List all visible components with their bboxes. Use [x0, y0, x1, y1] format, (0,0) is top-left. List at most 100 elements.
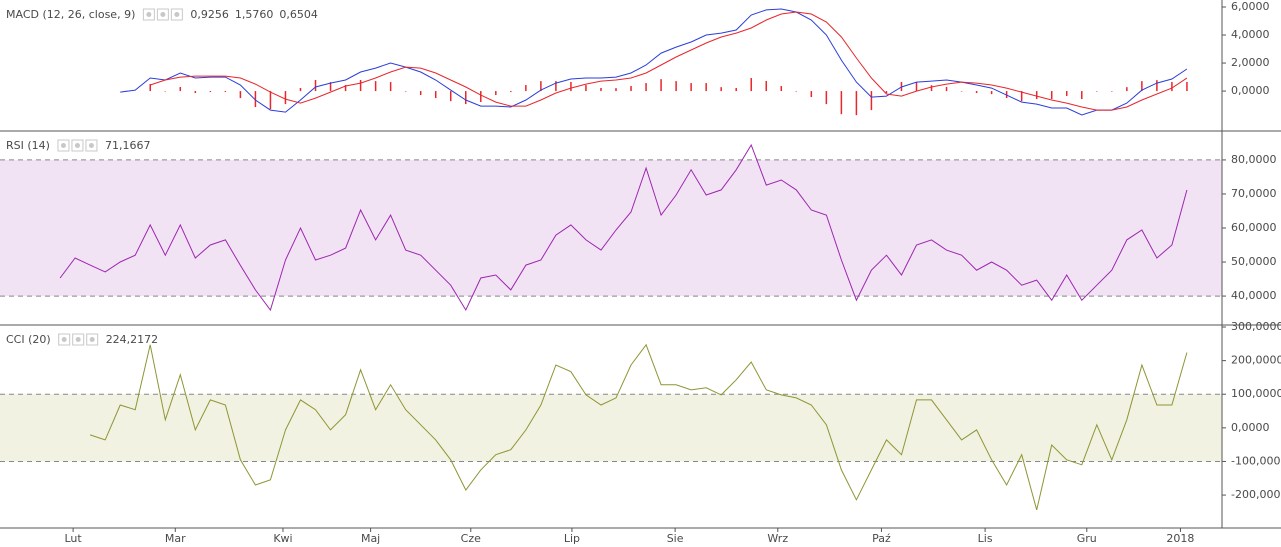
histogram-bar	[1035, 91, 1038, 100]
histogram-bar	[795, 91, 798, 92]
histogram-bar	[930, 85, 933, 92]
panel	[0, 343, 1222, 511]
y-tick-label: 2,0000	[1231, 56, 1270, 69]
histogram-bar	[1126, 87, 1128, 92]
histogram-bar	[1111, 91, 1113, 92]
icon	[71, 139, 84, 152]
histogram-bar	[449, 91, 452, 102]
histogram-bar	[660, 79, 662, 92]
readout: 1,5760	[235, 8, 274, 21]
x-tick-label: Lis	[978, 532, 993, 545]
histogram-bar	[1081, 91, 1083, 100]
icon	[142, 8, 155, 21]
histogram-bar	[600, 87, 602, 92]
x-tick-label: Cze	[461, 532, 481, 545]
histogram-bar	[1186, 81, 1188, 92]
y-tick-label: -200,0000	[1231, 488, 1281, 501]
y-tick-label: 4,0000	[1231, 28, 1270, 41]
histogram-bar	[915, 82, 918, 92]
panel-title: CCI (20)	[6, 333, 51, 346]
readout: 71,1667	[105, 139, 151, 152]
histogram-bar	[525, 85, 527, 92]
x-tick-label: Lip	[564, 532, 580, 545]
icon-dot	[75, 337, 81, 342]
histogram-bar	[1096, 91, 1098, 92]
y-tick-label: 80,0000	[1231, 153, 1277, 166]
histogram-bar	[434, 91, 437, 99]
histogram-bar	[239, 91, 242, 99]
histogram-bar	[149, 84, 151, 92]
histogram-bar	[209, 91, 212, 93]
histogram-bar	[765, 80, 768, 92]
histogram-bar	[735, 87, 737, 92]
y-tick-label: 40,0000	[1231, 289, 1277, 302]
histogram-bar	[570, 81, 572, 92]
y-tick-label: 0,0000	[1231, 421, 1270, 434]
panel-title: MACD (12, 26, close, 9)	[6, 8, 135, 21]
histogram-bar	[329, 82, 332, 92]
histogram-bar	[495, 91, 497, 95]
histogram-bar	[780, 86, 783, 92]
icon-dot	[74, 143, 80, 148]
histogram-bar	[299, 87, 302, 92]
y-tick-label: 200,0000	[1231, 354, 1281, 367]
histogram-bar	[194, 91, 197, 94]
histogram-bar	[585, 85, 587, 92]
histogram-bar	[179, 87, 182, 92]
histogram-bar	[555, 81, 557, 92]
x-tick-label: Kwi	[273, 532, 292, 545]
icon	[86, 333, 99, 346]
x-tick-label: Maj	[361, 532, 380, 545]
histogram-bar	[419, 91, 422, 95]
histogram-bar	[885, 91, 888, 94]
x-tick-label: Paź	[872, 532, 891, 545]
histogram-bar	[359, 80, 362, 92]
y-tick-label: 70,0000	[1231, 187, 1277, 200]
icon	[72, 333, 85, 346]
histogram-bar	[404, 91, 407, 92]
histogram-bar	[314, 80, 317, 92]
histogram-bar	[374, 81, 377, 92]
histogram-bar	[540, 81, 542, 92]
histogram-bar	[630, 86, 632, 92]
x-tick-label: Gru	[1077, 532, 1097, 545]
histogram-bar	[254, 91, 257, 108]
histogram-bar	[870, 91, 873, 111]
histogram-bar	[1050, 91, 1053, 100]
icon-dot	[160, 12, 166, 17]
icon-dot	[61, 337, 67, 342]
band	[0, 394, 1222, 462]
icon-dot	[174, 12, 180, 17]
histogram-bar	[465, 91, 467, 105]
histogram-bar	[1020, 91, 1023, 102]
histogram-bar	[720, 87, 722, 92]
y-tick-label: 50,0000	[1231, 255, 1277, 268]
x-tick-label: Lut	[65, 532, 83, 545]
histogram-bar	[645, 83, 647, 92]
icon-dot	[60, 143, 66, 148]
histogram-bar	[750, 78, 752, 92]
y-tick-label: 0,0000	[1231, 84, 1270, 97]
band	[0, 159, 1222, 297]
histogram-bar	[389, 82, 392, 92]
histogram-bar	[975, 91, 978, 94]
histogram-bar	[705, 83, 707, 92]
histogram-bar	[1171, 81, 1173, 92]
icon	[156, 8, 169, 21]
histogram-bar	[840, 91, 843, 115]
histogram-bar	[1065, 91, 1068, 96]
icon-dot	[146, 12, 152, 17]
histogram-bar	[164, 91, 167, 92]
histogram-bar	[825, 91, 828, 105]
histogram-bar	[510, 91, 512, 93]
x-tick-label: Sie	[667, 532, 684, 545]
icon	[58, 333, 71, 346]
histogram-bar	[224, 91, 227, 93]
histogram-bar	[344, 85, 347, 92]
histogram-bar	[690, 83, 692, 92]
histogram-bar	[284, 91, 287, 105]
x-tick-label: Wrz	[767, 532, 788, 545]
panel	[0, 143, 1222, 312]
icon	[170, 8, 183, 21]
